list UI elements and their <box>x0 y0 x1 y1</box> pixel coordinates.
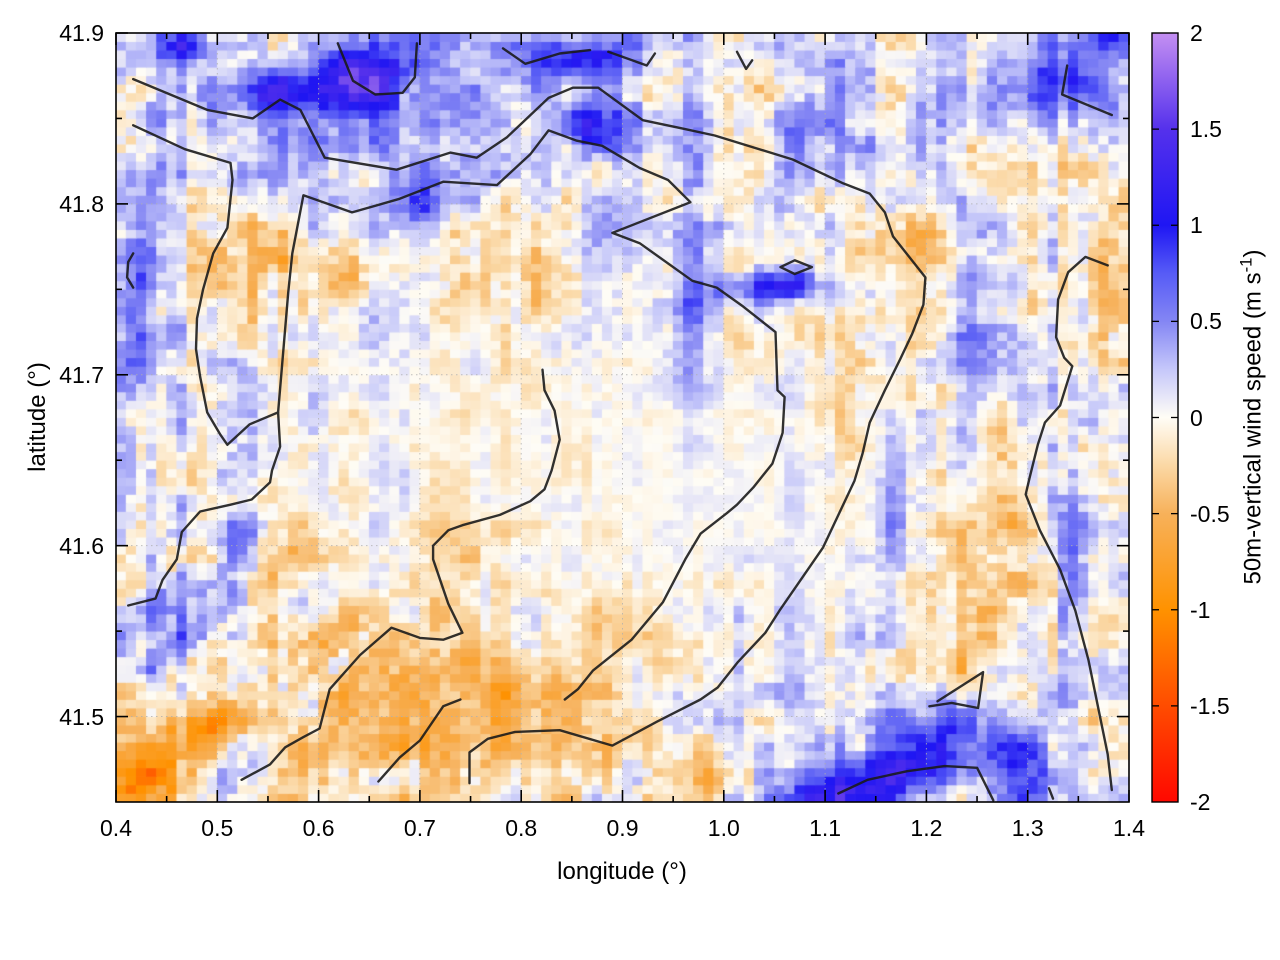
x-tick-label: 1.3 <box>1011 815 1044 841</box>
y-tick-label: 41.8 <box>59 190 104 217</box>
y-tick-label: 41.5 <box>59 703 104 730</box>
colorbar-tick-label: 1 <box>1190 212 1203 239</box>
x-tick-label: 0.6 <box>302 815 335 841</box>
x-tick-label: 1.0 <box>707 815 740 841</box>
colorbar-gradient <box>1152 33 1178 802</box>
colorbar-tick-label: -0.5 <box>1190 500 1230 527</box>
colorbar-tick-label: -1 <box>1190 596 1211 623</box>
colorbar-label-close: ) <box>1239 249 1267 258</box>
x-tick-label: 1.4 <box>1113 815 1145 841</box>
colorbar-tick-label: 0 <box>1190 404 1203 431</box>
colorbar-tick-label: 0.5 <box>1190 308 1222 335</box>
x-axis-label: longitude (°) <box>557 858 687 885</box>
colorbar-tick-label: 2 <box>1190 20 1203 46</box>
heatmap-canvas <box>116 33 1129 802</box>
colorbar-label: 50m-vertical wind speed (m s-1) <box>1237 249 1268 584</box>
x-tick-label: 0.9 <box>606 815 639 841</box>
x-tick-label: 1.1 <box>809 815 842 841</box>
colorbar-label-text: 50m-vertical wind speed (m s <box>1239 272 1267 585</box>
x-tick-label: 1.2 <box>910 815 943 841</box>
colorbar-tick-label: -1.5 <box>1190 692 1230 719</box>
colorbar-tick-label: -2 <box>1190 789 1211 815</box>
x-tick-label: 0.5 <box>201 815 234 841</box>
y-axis-label: latitude (°) <box>24 362 51 472</box>
x-tick-label: 0.4 <box>100 815 132 841</box>
colorbar-label-superscript: -1 <box>1236 257 1256 273</box>
x-tick-label: 0.7 <box>403 815 436 841</box>
y-tick-label: 41.9 <box>59 20 104 46</box>
y-tick-label: 41.6 <box>59 532 104 559</box>
x-tick-label: 0.8 <box>505 815 538 841</box>
colorbar-tick-label: 1.5 <box>1190 116 1222 143</box>
y-tick-label: 41.7 <box>59 361 104 388</box>
